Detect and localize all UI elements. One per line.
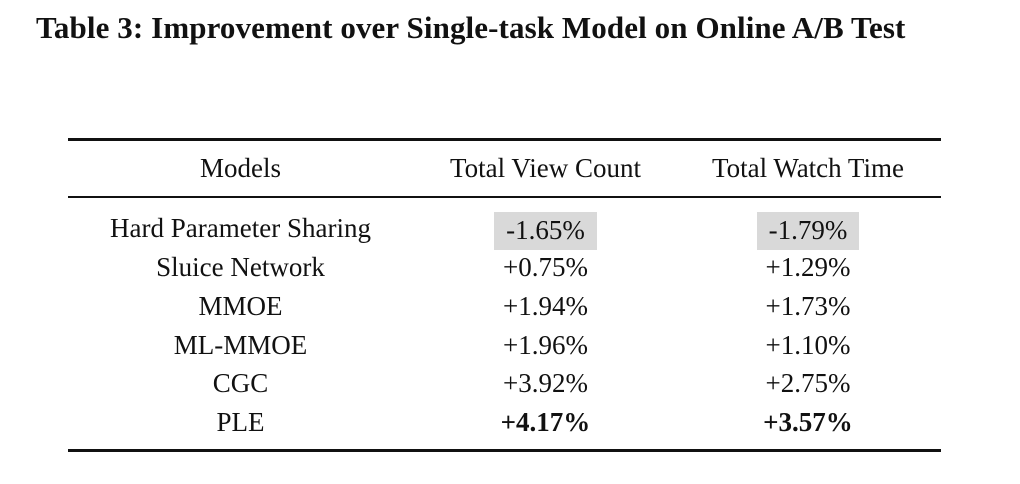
row-model-name: MMOE	[198, 291, 283, 321]
table-top-rule	[68, 138, 941, 141]
row-watch-time-best: +3.57%	[763, 407, 853, 437]
shaded-value: -1.65%	[494, 212, 597, 250]
row-view-count: +3.92%	[503, 368, 588, 398]
table-bottom-rule	[68, 449, 941, 452]
row-view-count-best: +4.17%	[500, 407, 591, 437]
row-view-count: -1.65%	[423, 212, 668, 250]
row-model-name: PLE	[216, 407, 265, 437]
row-watch-time: +1.73%	[765, 291, 851, 321]
row-watch-time: +1.29%	[765, 252, 851, 282]
row-watch-time: +2.75%	[765, 368, 851, 398]
header-total-view-count: Total View Count	[450, 153, 641, 183]
header-models: Models	[200, 153, 281, 183]
row-watch-time: +1.10%	[765, 330, 851, 360]
table-caption: Table 3: Improvement over Single-task Mo…	[36, 10, 906, 45]
row-view-count: +1.96%	[503, 330, 588, 360]
row-view-count: +0.75%	[503, 252, 588, 282]
row-model-name: Sluice Network	[156, 252, 325, 282]
shaded-value: -1.79%	[756, 212, 860, 250]
row-model-name: ML-MMOE	[173, 330, 308, 360]
row-model-name: CGC	[212, 368, 269, 398]
row-watch-time: -1.79%	[683, 212, 933, 250]
header-total-watch-time: Total Watch Time	[712, 153, 904, 183]
table-header-rule	[68, 196, 941, 198]
row-model-name: Hard Parameter Sharing	[110, 213, 371, 243]
row-view-count: +1.94%	[503, 291, 588, 321]
